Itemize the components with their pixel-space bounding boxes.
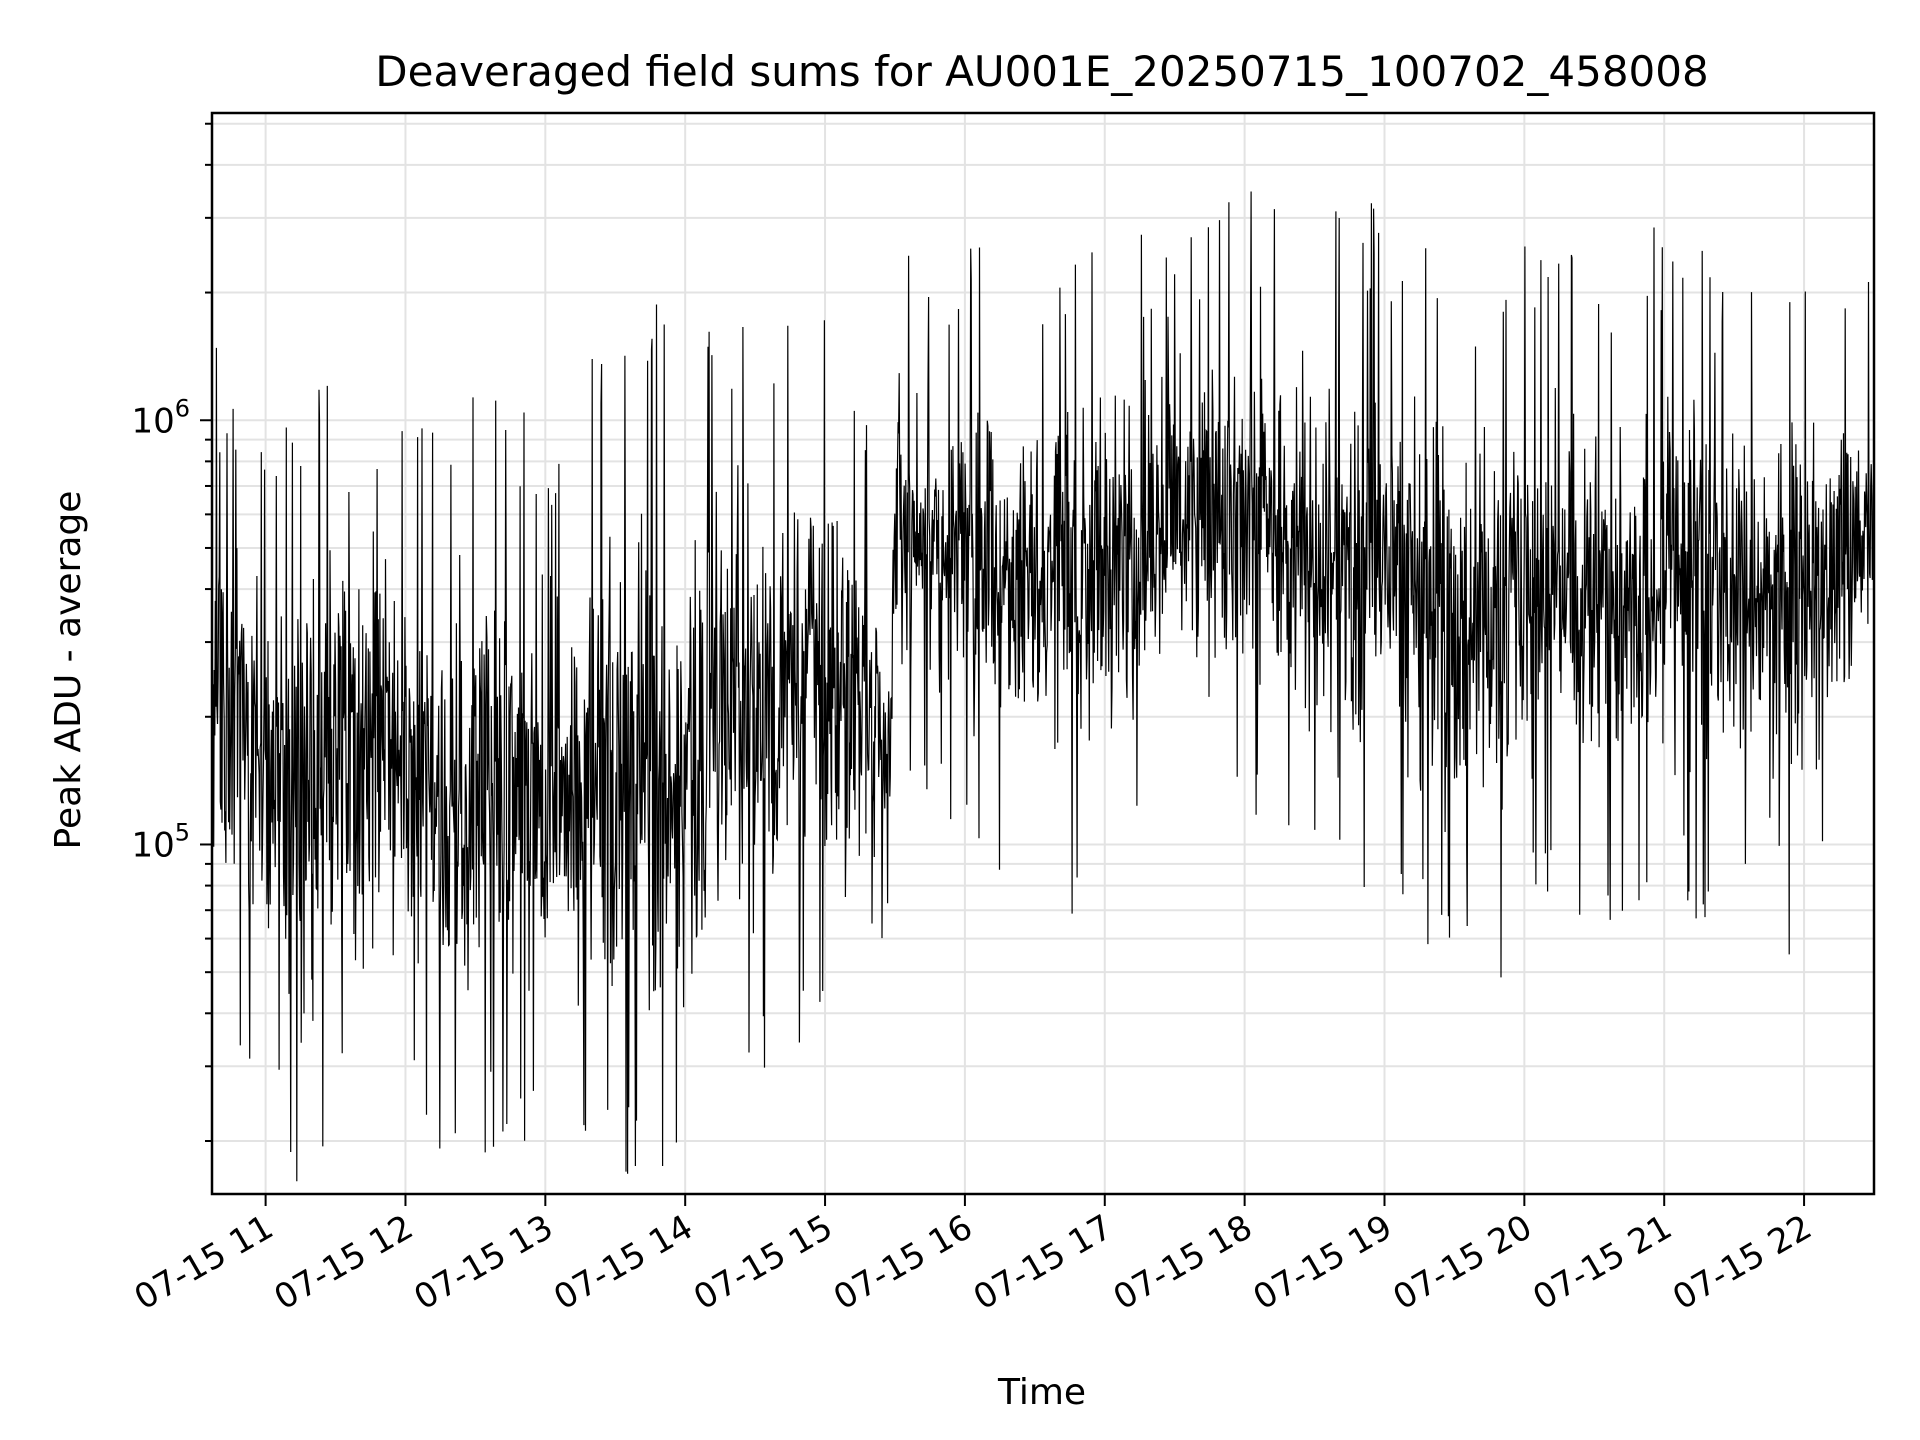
- x-tick-label: 07-15 15: [687, 1207, 839, 1318]
- plot-frame: [210, 111, 1876, 1196]
- x-tick-label: 07-15 21: [1526, 1207, 1678, 1318]
- x-tick-label: 07-15 12: [268, 1207, 420, 1318]
- x-tick-label: 07-15 13: [407, 1207, 559, 1318]
- y-tick-base: 10: [131, 401, 174, 441]
- y-axis-label: Peak ADU - average: [48, 491, 89, 850]
- x-tick-label: 07-15 18: [1107, 1207, 1259, 1318]
- x-tick-label: 07-15 19: [1247, 1207, 1399, 1318]
- x-tick-label: 07-15 20: [1386, 1207, 1538, 1318]
- y-tick-exponent: 6: [175, 394, 190, 422]
- x-tick-label: 07-15 16: [827, 1207, 979, 1318]
- x-tick-label: 07-15 17: [967, 1207, 1119, 1318]
- x-tick-label: 07-15 14: [547, 1207, 699, 1318]
- y-tick-base: 10: [131, 825, 174, 865]
- y-tick-exponent: 5: [175, 818, 190, 846]
- x-axis-label: Time: [997, 1372, 1086, 1413]
- x-tick-label: 07-15 11: [128, 1207, 280, 1318]
- y-tick-label: 105: [131, 818, 190, 865]
- x-tick-label: 07-15 22: [1666, 1207, 1818, 1318]
- chart-title: Deaveraged field sums for AU001E_2025071…: [375, 47, 1708, 96]
- y-tick-label: 106: [131, 394, 190, 441]
- series-line: [211, 191, 1875, 1182]
